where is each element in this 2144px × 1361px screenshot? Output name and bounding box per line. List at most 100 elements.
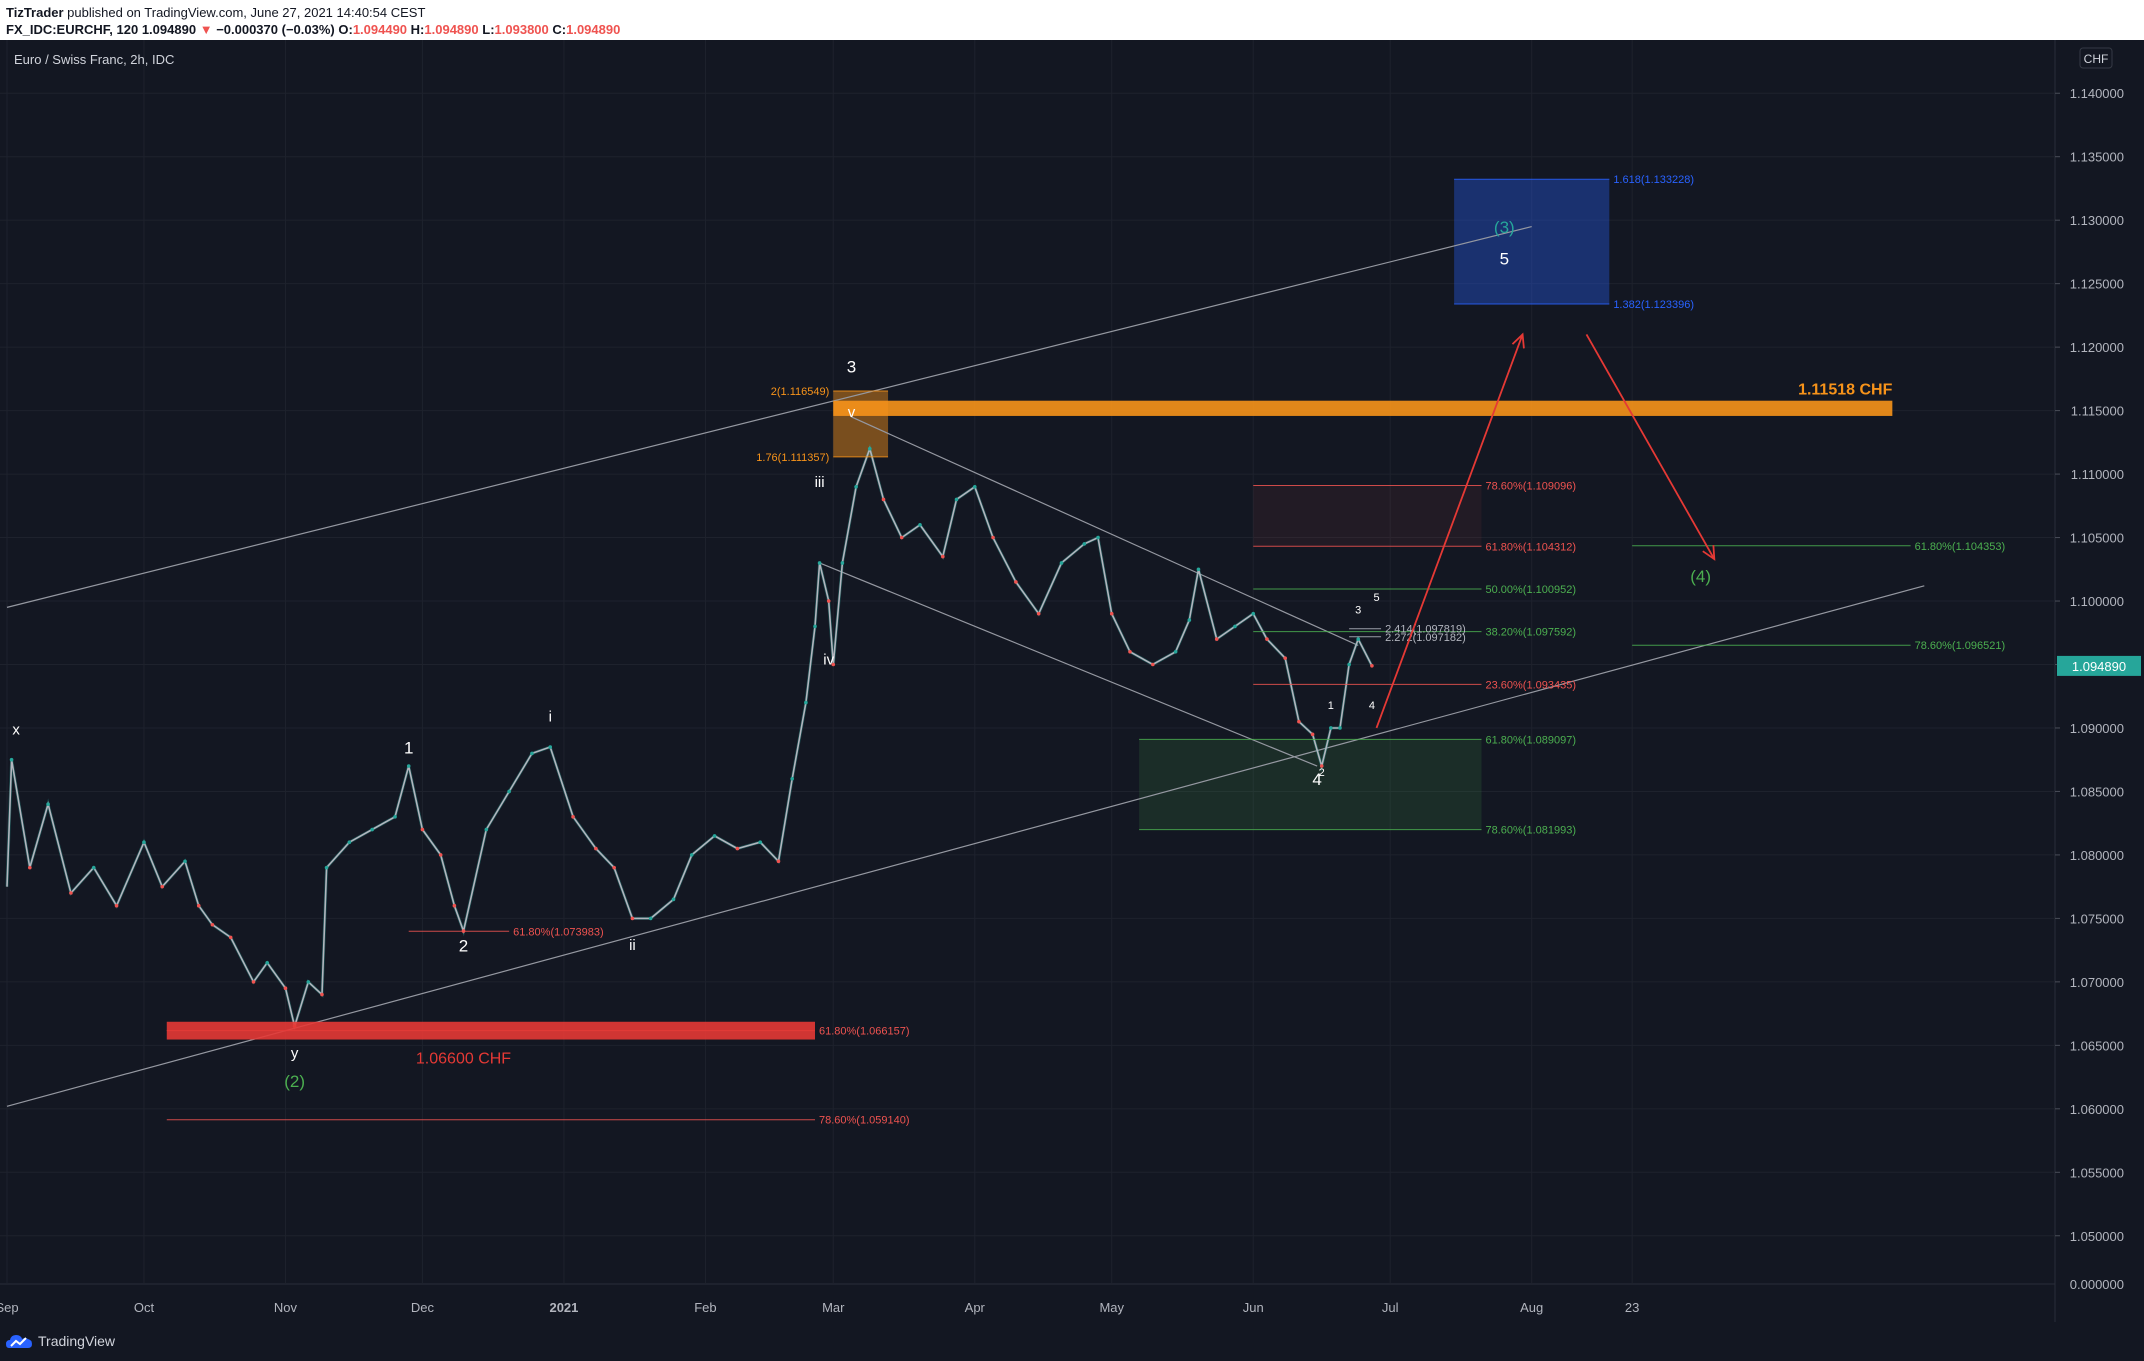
price-point [69, 891, 73, 895]
y-tick-label: 1.120000 [2070, 340, 2124, 355]
price-point [1059, 561, 1064, 565]
price-point [941, 554, 945, 559]
high-label: H: [410, 22, 425, 37]
price-point [735, 846, 740, 851]
price-point [507, 789, 511, 794]
price-point [347, 840, 352, 845]
wave-label: y [291, 1045, 299, 1062]
price-point [28, 865, 32, 870]
support-zone-box [1139, 739, 1482, 830]
trendline [851, 416, 1359, 647]
wave-label: (4) [1690, 567, 1711, 586]
y-tick-label: 1.140000 [2070, 86, 2124, 101]
zone-label: 1.11518 CHF [1798, 382, 1893, 399]
blue-target-box [1454, 179, 1610, 305]
price-point [899, 535, 904, 540]
x-tick-label: Jun [1243, 1300, 1264, 1315]
price-point [671, 897, 676, 902]
wave-label: 5 [1500, 250, 1509, 269]
projection-arrowhead [1702, 545, 1716, 561]
zone-label: 1.06600 CHF [416, 1051, 511, 1068]
projection-arrowhead [1511, 332, 1525, 349]
price-zone [166, 1021, 816, 1040]
wave-label: 1 [404, 738, 413, 757]
x-tick-label: Apr [965, 1300, 986, 1315]
price-point [648, 916, 653, 921]
price-point [1109, 611, 1114, 616]
price-point [228, 935, 233, 940]
price-point [306, 980, 311, 984]
last-price: 1.094890 [141, 22, 197, 37]
x-tick-label: Jul [1382, 1300, 1399, 1315]
y-tick-label: 1.075000 [2070, 911, 2124, 926]
close-label: C: [552, 22, 567, 37]
footer-bar [0, 1324, 2144, 1361]
fib-level-label: 2.414(1.097819) [1385, 624, 1466, 636]
y-tick-label: 1.080000 [2070, 848, 2124, 863]
price-point [142, 840, 146, 845]
price-point [881, 497, 886, 502]
fib-level-label: 78.60%(1.109096) [1485, 481, 1576, 493]
wave-label: 4 [1312, 770, 1321, 789]
x-tick-label: May [1099, 1300, 1124, 1315]
open-label: O: [338, 22, 353, 37]
wave-label: v [848, 404, 856, 421]
fib-level-label: 78.60%(1.096521) [1915, 640, 2006, 652]
x-tick-label: Mar [822, 1300, 845, 1315]
price-point [114, 903, 119, 908]
fib-level-label: 61.80%(1.066157) [819, 1026, 910, 1038]
fib-level-label: 78.60%(1.081993) [1485, 825, 1576, 837]
price-change: −0.000370 (−0.03%) [216, 22, 335, 37]
high-value: 1.094890 [424, 22, 479, 37]
wave-label: 1 [1328, 700, 1334, 712]
price-point [265, 961, 270, 965]
fib-level-label: 78.60%(1.059140) [819, 1115, 910, 1127]
fib-level-label: 1.76(1.111357) [756, 452, 829, 464]
price-point [1319, 764, 1324, 768]
fib-level-label: 2.272(1.097182) [1385, 632, 1466, 644]
price-chart[interactable]: 1.140000 1.135000 1.130000 1.125000 1.120000… [0, 40, 2144, 1324]
x-tick-label: Nov [274, 1300, 298, 1315]
price-point [1370, 663, 1374, 668]
currency-button [2079, 47, 2113, 69]
wave-label: 2 [1319, 767, 1325, 779]
tradingview-logo[interactable]: TradingView [6, 1333, 115, 1349]
price-point [160, 884, 165, 889]
fib-level-label: 23.60%(1.093435) [1485, 679, 1576, 691]
price-point [972, 484, 977, 489]
price-point [918, 523, 922, 527]
price-point [1096, 535, 1100, 540]
chart-title: Euro / Swiss Franc, 2h, IDC [14, 52, 174, 67]
fib-level-label: 50.00%(1.100952) [1485, 584, 1576, 596]
x-tick-label: Dec [411, 1300, 435, 1315]
wave-label: (3) [1494, 218, 1515, 237]
x-tick-label: 2021 [549, 1300, 578, 1315]
wave-label: 2 [459, 936, 468, 955]
price-point [438, 853, 443, 857]
price-point [1265, 637, 1269, 641]
low-value: 1.093800 [494, 22, 549, 37]
y-tick-label: 1.115000 [2071, 404, 2124, 419]
low-label: L: [482, 22, 495, 37]
wave-label: 3 [1355, 605, 1361, 617]
fib-level-label: 1.618(1.133228) [1613, 174, 1694, 186]
price-point [1347, 662, 1351, 667]
x-tick-label: Aug [1520, 1300, 1543, 1315]
wave-label: i [549, 709, 552, 726]
price-point [9, 757, 14, 762]
author-name[interactable]: TizTrader [6, 5, 64, 20]
price-point [1329, 726, 1333, 730]
fib-level-label: 2(1.116549) [771, 386, 830, 398]
last-price-tag-label: 1.094890 [2072, 659, 2126, 674]
price-point [826, 599, 831, 603]
price-point [1283, 656, 1287, 660]
price-point [1356, 637, 1361, 641]
price-point [991, 535, 995, 540]
price-point [548, 745, 553, 749]
retracement-zone-box [1253, 485, 1482, 547]
brand-name: TradingView [38, 1333, 116, 1349]
trendline [6, 225, 1532, 608]
price-point [324, 865, 329, 870]
price-point [420, 827, 425, 832]
fib-level-label: 61.80%(1.073983) [513, 926, 604, 938]
